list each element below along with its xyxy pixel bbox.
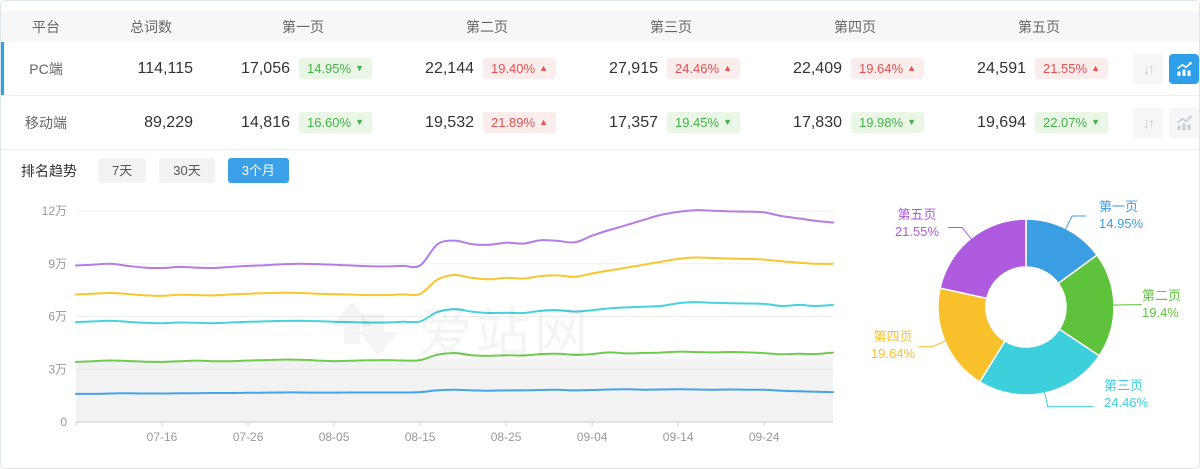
page5-cell: 24,591 21.55% ▲ — [947, 58, 1131, 79]
donut-label-page5: 第五页 21.55% — [894, 207, 940, 239]
keyword-count: 17,056 — [241, 59, 290, 77]
page3-cell: 27,915 24.46% ▲ — [579, 58, 763, 79]
keyword-count: 17,357 — [609, 113, 658, 131]
svg-text:0: 0 — [60, 415, 67, 429]
svg-text:6万: 6万 — [48, 310, 67, 324]
page4-cell: 17,830 19.98% ▼ — [763, 112, 947, 133]
donut-label-page1: 第一页 14.95% — [1099, 199, 1144, 231]
change-badge: 24.46% ▲ — [666, 58, 740, 79]
svg-text:08-05: 08-05 — [319, 430, 350, 444]
total-keywords: 89,229 — [144, 113, 193, 131]
page2-cell: 22,144 19.40% ▲ — [395, 58, 579, 79]
chart-zone: 0 3万 6万 9万 12万 07-16 07-26 08-05 08-15 08-25 09-04… — [1, 191, 1199, 467]
svg-text:12万: 12万 — [42, 204, 67, 218]
table-row-mobile[interactable]: 移动端 89,229 14,816 16.60% ▼ 19,532 21.89% ▲… — [1, 96, 1199, 150]
donut-label-line — [918, 340, 947, 348]
change-badge: 21.89% ▲ — [482, 112, 556, 133]
keyword-count: 22,144 — [425, 59, 474, 77]
donut-label-page4: 第四页 19.64% — [870, 329, 916, 361]
svg-text:08-25: 08-25 — [491, 430, 522, 444]
keyword-count: 19,532 — [425, 113, 474, 131]
change-badge: 19.45% ▼ — [666, 112, 740, 133]
platform-label: PC端 — [29, 60, 63, 77]
change-badge: 19.40% ▲ — [482, 58, 556, 79]
keyword-count: 24,591 — [977, 59, 1026, 77]
tab-30days[interactable]: 30天 — [159, 158, 215, 183]
sort-arrows-icon: ↓↑ — [1143, 60, 1155, 77]
donut-label-line — [1064, 215, 1087, 231]
trend-line-chart: 0 3万 6万 9万 12万 07-16 07-26 08-05 08-15 08-25 09-04… — [1, 191, 861, 467]
change-badge: 21.55% ▲ — [1034, 58, 1108, 79]
sort-toggle-button[interactable]: ↓↑ — [1133, 53, 1163, 84]
donut-label-line — [948, 226, 973, 241]
col-page3: 第三页 — [650, 18, 692, 35]
page1-cell: 17,056 14.95% ▼ — [211, 58, 395, 79]
svg-text:09-04: 09-04 — [577, 430, 608, 444]
page4-cell: 22,409 19.64% ▲ — [763, 58, 947, 79]
trend-chart-icon — [1176, 61, 1192, 76]
sort-toggle-button[interactable]: ↓↑ — [1133, 107, 1163, 138]
donut-chart-svg — [918, 215, 1142, 408]
change-badge: 16.60% ▼ — [298, 112, 372, 133]
svg-text:3万: 3万 — [48, 362, 67, 376]
change-badge: 14.95% ▼ — [298, 58, 372, 79]
col-page1: 第一页 — [282, 18, 324, 35]
svg-text:09-14: 09-14 — [663, 430, 694, 444]
donut-label-page3: 第三页 24.46% — [1104, 378, 1149, 410]
page1-cell: 14,816 16.60% ▼ — [211, 112, 395, 133]
trend-toolbar: 排名趋势 7天 30天 3个月 — [1, 150, 1199, 191]
keyword-count: 22,409 — [793, 59, 842, 77]
col-page2: 第二页 — [466, 18, 508, 35]
trend-title: 排名趋势 — [21, 162, 77, 179]
page2-cell: 19,532 21.89% ▲ — [395, 112, 579, 133]
col-total: 总词数 — [130, 18, 172, 35]
donut-label-page2: 第二页 19.4% — [1142, 288, 1182, 320]
col-page4: 第四页 — [834, 18, 876, 35]
svg-text:9万: 9万 — [48, 257, 67, 271]
col-platform: 平台 — [32, 18, 60, 35]
table-row-pc[interactable]: PC端 114,115 17,056 14.95% ▼ 22,144 19.40%… — [1, 42, 1199, 96]
donut-label-line — [1043, 390, 1094, 408]
page3-cell: 17,357 19.45% ▼ — [579, 112, 763, 133]
sort-arrows-icon: ↓↑ — [1143, 114, 1155, 131]
donut-slice-第五页[interactable] — [939, 218, 1027, 300]
keyword-count: 27,915 — [609, 59, 658, 77]
total-keywords: 114,115 — [137, 59, 193, 77]
platform-label: 移动端 — [25, 114, 67, 131]
trend-chart-button[interactable] — [1169, 107, 1199, 138]
svg-text:09-24: 09-24 — [749, 430, 780, 444]
keyword-count: 14,816 — [241, 113, 290, 131]
change-badge: 19.64% ▲ — [850, 58, 924, 79]
trend-line-chart-svg: 0 3万 6万 9万 12万 07-16 07-26 08-05 08-15 08-25 09-04… — [42, 204, 834, 444]
change-badge: 19.98% ▼ — [850, 112, 924, 133]
tab-3months[interactable]: 3个月 — [227, 158, 289, 183]
change-badge: 22.07% ▼ — [1034, 112, 1108, 133]
svg-text:08-15: 08-15 — [405, 430, 436, 444]
page5-cell: 19,694 22.07% ▼ — [947, 112, 1131, 133]
col-page5: 第五页 — [1018, 18, 1060, 35]
tab-7days[interactable]: 7天 — [98, 158, 147, 183]
trend-chart-icon — [1176, 115, 1192, 130]
keyword-count: 17,830 — [793, 113, 842, 131]
rank-distribution-donut[interactable]: 第一页 14.95% 第二页 19.4% 第三页 24.46% 第四页 19.6… — [861, 187, 1199, 447]
trend-chart-button[interactable] — [1169, 53, 1199, 84]
svg-text:07-16: 07-16 — [147, 430, 178, 444]
svg-text:07-26: 07-26 — [233, 430, 264, 444]
table-header: 平台 总词数 第一页 第二页 第三页 第四页 第五页 — [1, 11, 1199, 42]
keyword-count: 19,694 — [977, 113, 1026, 131]
donut-slice-第三页[interactable] — [978, 328, 1101, 396]
